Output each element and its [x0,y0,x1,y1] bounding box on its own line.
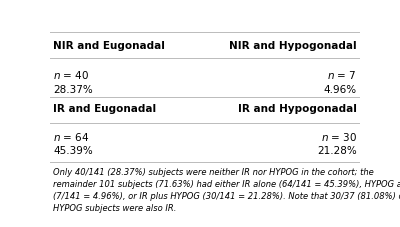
Text: $n$ = 64: $n$ = 64 [53,131,90,143]
Text: IR and Eugonadal: IR and Eugonadal [53,104,156,114]
Text: IR and Hypogonadal: IR and Hypogonadal [238,104,357,114]
Text: $n$ = 40: $n$ = 40 [53,69,90,80]
Text: $n$ = 7: $n$ = 7 [327,69,357,80]
Text: NIR and Eugonadal: NIR and Eugonadal [53,41,165,51]
Text: $n$ = 30: $n$ = 30 [320,131,357,143]
Text: NIR and Hypogonadal: NIR and Hypogonadal [229,41,357,51]
Text: 45.39%: 45.39% [53,146,93,155]
Text: 28.37%: 28.37% [53,84,93,94]
Text: Only 40/141 (28.37%) subjects were neither IR nor HYPOG in the cohort; the
remai: Only 40/141 (28.37%) subjects were neith… [53,167,400,212]
Text: 21.28%: 21.28% [317,146,357,155]
Text: 4.96%: 4.96% [324,84,357,94]
